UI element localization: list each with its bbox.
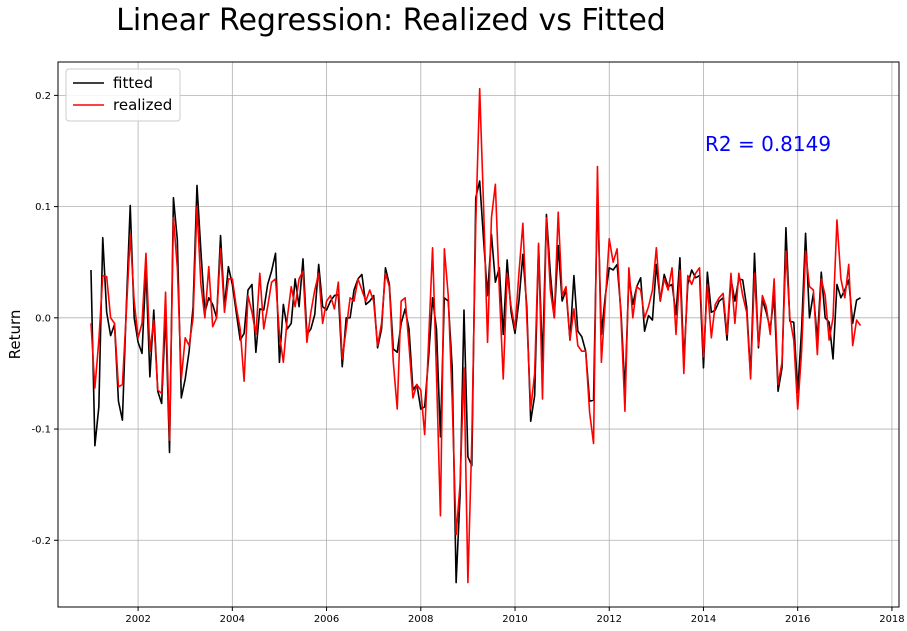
x-tick-label: 2012: [597, 614, 622, 625]
y-tick-label: -0.2: [31, 536, 51, 547]
x-tick-label: 2018: [879, 614, 904, 625]
x-tick-label: 2016: [785, 614, 810, 625]
x-tick-label: 2014: [691, 614, 716, 625]
y-axis-ticks: -0.2 -0.1 0.0 0.1 0.2: [31, 91, 58, 547]
plot-frame: [57, 61, 900, 608]
y-tick-label: 0.2: [35, 91, 51, 102]
legend-box: [65, 68, 181, 122]
legend: fitted realized: [65, 68, 181, 122]
grid-lines: [58, 62, 899, 607]
x-tick-label: 2008: [408, 614, 433, 625]
x-tick-label: 2010: [502, 614, 527, 625]
x-tick-label: 2002: [125, 614, 150, 625]
series-line-realized: [90, 87, 862, 584]
x-tick-label: 2004: [220, 614, 245, 625]
x-axis-ticks: 2002 2004 2006 2008 2010 2012 2014 2016 2018: [125, 607, 905, 625]
plot-series-group: [90, 87, 862, 584]
x-tick-label: 2006: [314, 614, 339, 625]
y-tick-label: 0.1: [35, 202, 51, 213]
legend-label-realized: realized: [113, 96, 172, 114]
y-tick-label: 0.0: [35, 313, 51, 324]
legend-label-fitted: fitted: [113, 74, 153, 92]
y-axis-label: Return: [6, 310, 24, 360]
y-tick-label: -0.1: [31, 425, 51, 436]
chart-title: Linear Regression: Realized vs Fitted: [116, 3, 666, 38]
r2-annotation: R2 = 0.8149: [705, 132, 831, 156]
